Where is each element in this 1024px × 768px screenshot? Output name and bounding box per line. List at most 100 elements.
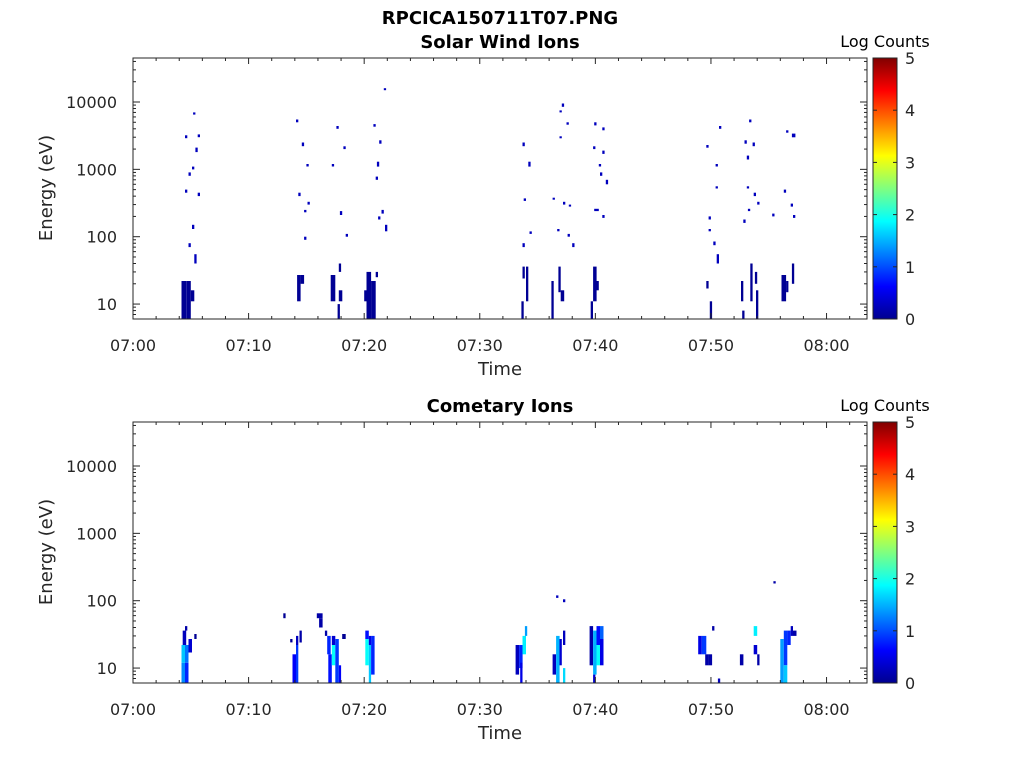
- heatmap-cell: [757, 201, 760, 205]
- heatmap-cell: [698, 635, 702, 655]
- heatmap-cells: [181, 88, 796, 319]
- heatmap-cell: [522, 243, 525, 248]
- heatmap-cell: [560, 290, 565, 302]
- heatmap-cell: [590, 301, 593, 319]
- heatmap-cell: [523, 198, 526, 201]
- heatmap-cell: [304, 236, 307, 240]
- heatmap-cell: [708, 229, 711, 232]
- heatmap-cell: [589, 626, 594, 666]
- x-tick-label: 07:40: [572, 700, 618, 719]
- heatmap-cell: [338, 263, 342, 272]
- heatmap-cell: [559, 110, 562, 113]
- heatmap-cell: [742, 310, 745, 319]
- heatmap-cell: [373, 124, 376, 127]
- heatmap-cell: [772, 213, 775, 217]
- heatmap-cell: [781, 275, 787, 302]
- heatmap-cell: [706, 281, 709, 289]
- colorbar-tick-label: 1: [905, 258, 915, 277]
- heatmap-cell: [567, 233, 570, 237]
- heatmap-cell: [524, 626, 528, 636]
- y-tick-label: 1000: [76, 160, 117, 179]
- heatmap-cell: [559, 136, 562, 139]
- heatmap-cell: [773, 581, 776, 584]
- colorbar-tick-label: 1: [905, 622, 915, 641]
- heatmap-cell: [296, 119, 299, 123]
- heatmap-cell: [719, 126, 722, 129]
- heatmap-cell: [750, 263, 753, 302]
- heatmap-cell: [600, 626, 604, 639]
- heatmap-cell: [605, 179, 609, 185]
- heatmap-cell: [593, 674, 596, 683]
- heatmap-cell: [383, 88, 387, 91]
- heatmap-cell: [181, 662, 185, 683]
- heatmap-cell: [739, 654, 744, 666]
- heatmap-cell: [790, 203, 793, 207]
- heatmap-cell: [376, 161, 380, 167]
- heatmap-cell: [600, 172, 603, 176]
- heatmap-cell: [526, 266, 529, 302]
- y-tick-label: 1000: [76, 524, 117, 543]
- heatmap-cell: [194, 254, 197, 264]
- heatmap-cell: [522, 266, 525, 279]
- y-tick-label: 10000: [66, 93, 117, 112]
- y-tick-label: 10: [97, 295, 117, 314]
- colorbar-label: Log Counts: [840, 396, 930, 415]
- heatmap-cell: [331, 645, 336, 666]
- heatmap-cell: [190, 290, 195, 302]
- heatmap-cell: [602, 150, 605, 154]
- heatmap-cell: [185, 645, 189, 663]
- heatmap-cell: [519, 645, 523, 669]
- heatmap-cell: [786, 130, 789, 133]
- heatmap-cell: [598, 164, 602, 167]
- heatmap-cell: [365, 630, 369, 639]
- heatmap-cell: [552, 197, 555, 200]
- colorbar-label: Log Counts: [840, 32, 930, 51]
- heatmap-cell: [791, 263, 795, 284]
- heatmap-cell: [783, 665, 788, 683]
- colorbar-tick-label: 0: [905, 674, 915, 693]
- x-tick-label: 08:00: [803, 700, 849, 719]
- heatmap-cell: [717, 678, 721, 683]
- heatmap-cell: [594, 208, 599, 212]
- y-axis-label: Energy (eV): [36, 135, 57, 241]
- plot-frame: [132, 57, 868, 320]
- heatmap-cell: [366, 271, 372, 319]
- colorbar-tick-label: 4: [905, 465, 915, 484]
- heatmap-cell: [522, 635, 526, 655]
- heatmap-cell: [328, 654, 332, 683]
- heatmap-cell: [793, 630, 797, 636]
- heatmap-cell: [753, 626, 758, 636]
- heatmap-cell: [521, 301, 524, 319]
- heatmap-cell: [593, 266, 597, 302]
- figure-title: RPCICA150711T07.PNG: [382, 8, 618, 29]
- heatmap-cell: [708, 216, 711, 220]
- x-tick-label: 07:50: [688, 700, 734, 719]
- heatmap-cell: [753, 192, 756, 197]
- heatmap-cell: [343, 146, 346, 150]
- colorbar: [872, 57, 898, 320]
- heatmap-cell: [563, 630, 566, 645]
- heatmap-cell: [331, 635, 336, 645]
- heatmap-cell: [188, 172, 191, 176]
- heatmap-cell: [339, 211, 343, 215]
- heatmap-cell: [185, 662, 189, 683]
- plot-frame: [132, 421, 868, 684]
- heatmap-cell: [593, 146, 596, 150]
- heatmap-cell: [520, 662, 523, 683]
- y-tick-label: 100: [86, 228, 117, 247]
- heatmap-cell: [181, 645, 185, 663]
- heatmap-cell: [791, 133, 796, 138]
- heatmap-cell: [715, 186, 718, 189]
- heatmap-cell: [185, 135, 188, 139]
- heatmap-cell: [375, 271, 378, 278]
- heatmap-cell: [307, 201, 310, 205]
- plot-area: [133, 58, 867, 319]
- heatmap-cell: [292, 654, 296, 683]
- y-tick-label: 100: [86, 592, 117, 611]
- heatmap-cell: [297, 275, 301, 302]
- heatmap-cell: [602, 215, 605, 218]
- heatmap-cell: [713, 241, 716, 246]
- heatmap-cell: [558, 266, 561, 293]
- heatmap-cell: [299, 630, 302, 643]
- heatmap-cell: [563, 201, 566, 205]
